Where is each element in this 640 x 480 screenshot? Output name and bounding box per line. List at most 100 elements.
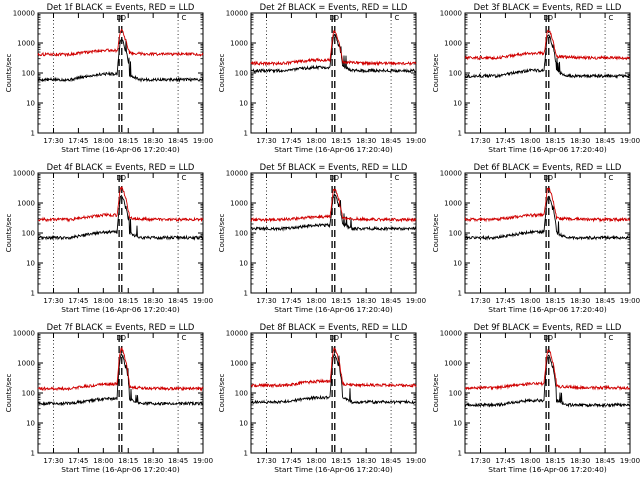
y-tick-label: 10000 — [226, 330, 248, 338]
events-series-line — [250, 192, 417, 232]
interval-marker: D — [543, 174, 548, 182]
x-tick-label: 19:00 — [406, 457, 426, 465]
y-tick-label: 10 — [239, 420, 248, 428]
x-tick-label: 17:45 — [281, 137, 301, 145]
y-tick-label: 10 — [239, 260, 248, 268]
events-series-line — [250, 33, 417, 74]
x-tick-label: 18:15 — [545, 297, 565, 305]
x-tick-label: 18:00 — [306, 137, 326, 145]
x-tick-label: 18:30 — [356, 297, 376, 305]
interval-marker: D — [334, 174, 339, 182]
y-axis-label: Counts/sec — [218, 214, 226, 253]
chart-title: Det 9f BLACK = Events, RED = LLD — [474, 322, 622, 332]
x-tick-label: 17:45 — [281, 457, 301, 465]
interval-marker: D — [548, 334, 553, 342]
interval-marker: C — [608, 334, 613, 342]
x-tick-label: 18:30 — [143, 457, 163, 465]
y-tick-label: 100 — [22, 390, 35, 398]
y-axis-label: Counts/sec — [432, 54, 440, 93]
chart-title: Det 7f BLACK = Events, RED = LLD — [47, 322, 195, 332]
x-tick-label: 17:45 — [68, 137, 88, 145]
x-tick-label: 19:00 — [620, 297, 640, 305]
x-tick-label: 17:45 — [495, 137, 515, 145]
y-tick-label: 10000 — [440, 170, 462, 178]
events-series-line — [464, 195, 631, 241]
x-axis-label: Start Time (16-Apr-06 17:20:40) — [61, 145, 180, 154]
y-tick-label: 1000 — [444, 40, 462, 48]
x-tick-label: 19:00 — [193, 457, 213, 465]
x-tick-label: 18:00 — [93, 297, 113, 305]
x-tick-label: 18:45 — [381, 137, 401, 145]
y-tick-label: 10000 — [440, 10, 462, 18]
y-tick-label: 10 — [26, 260, 35, 268]
x-tick-label: 18:00 — [520, 137, 540, 145]
x-tick-label: 18:45 — [168, 457, 188, 465]
chart-title: Det 4f BLACK = Events, RED = LLD — [47, 162, 195, 172]
interval-marker: C — [394, 174, 399, 182]
y-tick-label: 10 — [26, 100, 35, 108]
y-tick-label: 1 — [244, 450, 248, 458]
interval-marker: D — [548, 14, 553, 22]
y-tick-label: 1000 — [230, 200, 248, 208]
y-tick-label: 100 — [235, 390, 248, 398]
y-axis-label: Counts/sec — [218, 54, 226, 93]
x-tick-label: 17:30 — [43, 297, 63, 305]
y-tick-label: 1 — [31, 130, 35, 138]
chart-panel: Det 6f BLACK = Events, RED = LLD DD C 1 10 10… — [432, 162, 640, 314]
y-axis-label: Counts/sec — [432, 374, 440, 413]
interval-marker: D — [121, 174, 126, 182]
y-tick-label: 1000 — [444, 360, 462, 368]
chart-panel: Det 2f BLACK = Events, RED = LLD DD C 1 10 10… — [218, 2, 426, 154]
y-tick-label: 1 — [458, 290, 462, 298]
chart-title: Det 6f BLACK = Events, RED = LLD — [474, 162, 622, 172]
lld-series-line — [464, 187, 630, 223]
x-tick-label: 17:30 — [256, 297, 276, 305]
events-series-line — [250, 352, 417, 405]
x-tick-label: 18:15 — [118, 297, 138, 305]
x-tick-label: 18:15 — [118, 137, 138, 145]
x-tick-label: 18:45 — [168, 297, 188, 305]
y-tick-label: 1000 — [230, 40, 248, 48]
x-tick-label: 17:30 — [470, 137, 490, 145]
chart-title: Det 1f BLACK = Events, RED = LLD — [47, 2, 195, 12]
interval-marker: C — [181, 334, 186, 342]
events-series-line — [464, 354, 631, 408]
x-axis-label: Start Time (16-Apr-06 17:20:40) — [61, 465, 180, 474]
y-tick-label: 10 — [239, 100, 248, 108]
y-tick-label: 10000 — [226, 170, 248, 178]
x-axis-label: Start Time (16-Apr-06 17:20:40) — [488, 465, 607, 474]
interval-marker: C — [181, 174, 186, 182]
x-tick-label: 18:00 — [93, 457, 113, 465]
x-axis-label: Start Time (16-Apr-06 17:20:40) — [488, 305, 607, 314]
x-tick-label: 18:45 — [168, 137, 188, 145]
x-tick-label: 18:45 — [381, 457, 401, 465]
x-tick-label: 17:30 — [256, 457, 276, 465]
x-tick-label: 17:45 — [68, 297, 88, 305]
x-tick-label: 19:00 — [620, 137, 640, 145]
y-tick-label: 10 — [26, 420, 35, 428]
x-axis-label: Start Time (16-Apr-06 17:20:40) — [274, 145, 393, 154]
lld-series-line — [37, 185, 204, 223]
y-tick-label: 10 — [453, 100, 462, 108]
y-tick-label: 100 — [235, 230, 248, 238]
chart-title: Det 5f BLACK = Events, RED = LLD — [260, 162, 408, 172]
x-axis-label: Start Time (16-Apr-06 17:20:40) — [488, 145, 607, 154]
x-tick-label: 17:30 — [43, 137, 63, 145]
chart-panel: Det 5f BLACK = Events, RED = LLD DD C 1 10 10… — [218, 162, 426, 314]
x-tick-label: 18:15 — [331, 297, 351, 305]
x-tick-label: 18:45 — [595, 137, 615, 145]
interval-marker: C — [608, 14, 613, 22]
lld-series-line — [464, 29, 631, 61]
lld-series-line — [37, 346, 204, 392]
x-tick-label: 17:30 — [470, 297, 490, 305]
y-tick-label: 1000 — [17, 200, 35, 208]
x-tick-label: 18:15 — [545, 457, 565, 465]
x-tick-label: 18:45 — [595, 297, 615, 305]
chart-title: Det 3f BLACK = Events, RED = LLD — [474, 2, 622, 12]
x-tick-label: 18:15 — [331, 137, 351, 145]
interval-marker: D — [543, 14, 548, 22]
x-tick-label: 18:00 — [93, 137, 113, 145]
y-tick-label: 10000 — [13, 330, 35, 338]
x-tick-label: 17:45 — [281, 297, 301, 305]
x-tick-label: 17:45 — [68, 457, 88, 465]
